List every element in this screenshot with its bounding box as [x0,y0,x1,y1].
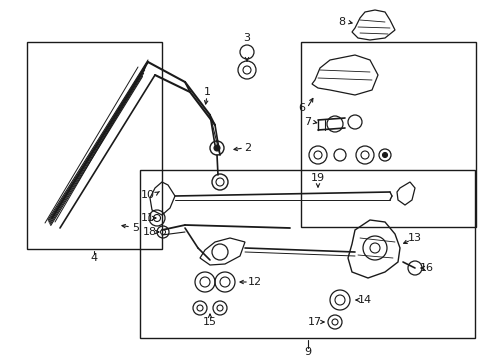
Text: 12: 12 [247,277,262,287]
Text: 15: 15 [203,317,217,327]
Text: 14: 14 [357,295,371,305]
Circle shape [214,145,220,151]
Text: 2: 2 [244,143,251,153]
Text: 16: 16 [419,263,433,273]
Text: 13: 13 [407,233,421,243]
Text: 4: 4 [90,253,98,263]
Bar [301,42,475,227]
Text: 8: 8 [338,17,345,27]
Text: 6: 6 [298,103,305,113]
Bar [140,170,474,338]
Text: 19: 19 [310,173,325,183]
Circle shape [382,153,386,158]
Text: 10: 10 [141,190,155,200]
Bar [27,42,162,249]
Text: 3: 3 [243,33,250,43]
Text: 1: 1 [203,87,210,97]
Text: 7: 7 [304,117,311,127]
Text: 11: 11 [141,213,155,223]
Text: 9: 9 [304,347,311,357]
Text: 5: 5 [132,223,139,233]
Text: 17: 17 [307,317,322,327]
Text: 18: 18 [142,227,157,237]
